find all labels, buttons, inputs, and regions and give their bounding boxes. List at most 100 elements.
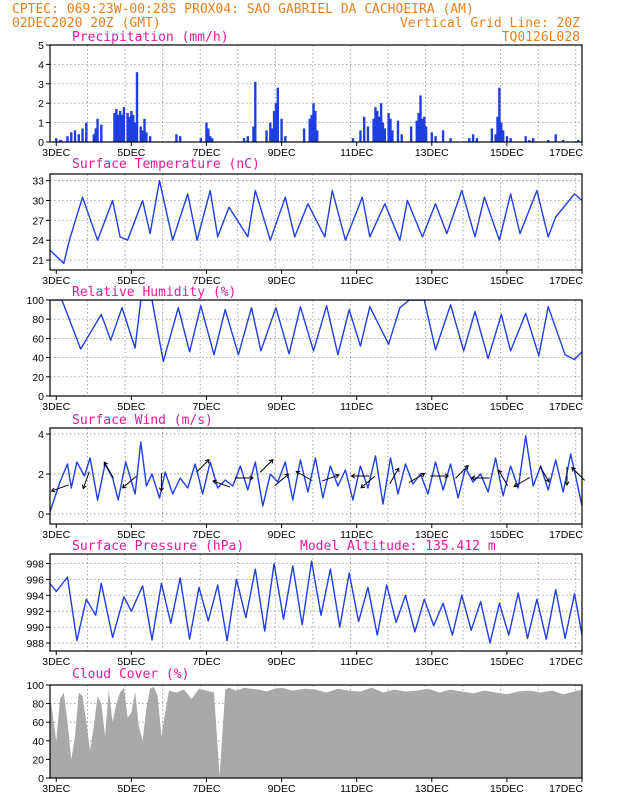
pressure-xtick-label: 5DEC: [117, 656, 145, 668]
humidity-xtick-label: 11DEC: [340, 401, 373, 413]
precipitation-bar: [205, 122, 208, 142]
wind-title: Surface Wind (m/s): [72, 413, 213, 428]
cloud-cover-ytick-label: 0: [38, 773, 44, 785]
precipitation-bar: [210, 138, 214, 142]
precipitation-bar: [178, 136, 182, 142]
precipitation-ytick-label: 3: [38, 79, 44, 91]
precipitation-bar: [132, 114, 135, 142]
precipitation-bar: [381, 122, 385, 142]
precipitation-bar: [284, 136, 287, 142]
precipitation-bar: [135, 72, 139, 142]
precipitation-bar: [139, 126, 142, 142]
precipitation-series: [55, 72, 580, 142]
temperature-xtick-label: 15DEC: [490, 275, 524, 287]
temperature-ytick-label: 21: [32, 255, 44, 267]
precipitation-bar: [209, 136, 212, 142]
precipitation-ytick-label: 2: [38, 98, 44, 110]
wind-arrow: [195, 458, 210, 473]
humidity-ytick-label: 100: [26, 295, 44, 307]
wind-line: [50, 435, 582, 513]
precipitation-bar: [449, 138, 452, 142]
precipitation-xtick-label: 9DEC: [268, 147, 296, 159]
precipitation-bar: [314, 110, 317, 142]
wind-arrow: [50, 484, 69, 493]
wind-arrow: [497, 469, 509, 487]
cloud-cover-panel: Cloud Cover (%) 3DEC 5DEC 7DEC 9DEC 11DEC 13DE…: [26, 667, 583, 795]
precipitation-bar: [92, 134, 96, 142]
precipitation-bar: [468, 138, 471, 142]
wind-ytick-label: 2: [38, 469, 44, 481]
precipitation-bar: [374, 107, 377, 142]
pressure-panel: Surface Pressure (hPa) Model Altitude: 13…: [26, 539, 583, 668]
precipitation-bar: [351, 138, 355, 142]
temperature-frame: [49, 173, 583, 271]
precipitation-bar: [280, 118, 283, 142]
header-grid-line: Vertical Grid Line: 20Z: [400, 16, 580, 31]
humidity-xtick-label: 9DEC: [268, 401, 296, 413]
precipitation-xtick-label: 5DEC: [117, 147, 145, 159]
humidity-ytick-label: 60: [32, 333, 44, 345]
precipitation-xtick-label: 13DEC: [415, 147, 449, 159]
precipitation-bar: [73, 130, 77, 142]
wind-arrow: [81, 471, 90, 490]
precipitation-bar: [126, 112, 129, 142]
wind-frame: [49, 427, 583, 525]
precipitation-xtick-label: 3DEC: [42, 147, 70, 159]
precipitation-bar: [415, 120, 418, 142]
precipitation-bar: [252, 126, 255, 142]
pressure-ytick-label: 996: [26, 574, 44, 586]
precipitation-bar: [490, 128, 494, 142]
precipitation-bar: [118, 110, 122, 142]
temperature-ytick-label: 30: [32, 195, 44, 207]
wind-arrow: [564, 467, 570, 486]
precipitation-bar: [270, 128, 274, 142]
wind-series: [50, 435, 582, 513]
humidity-xtick-label: 17DEC: [549, 401, 583, 413]
precipitation-bar: [302, 128, 306, 142]
precipitation-bar: [312, 103, 315, 142]
humidity-line: [50, 300, 582, 363]
pressure-xtick-label: 7DEC: [192, 656, 220, 668]
humidity-xtick-label: 3DEC: [42, 401, 70, 413]
cloud-cover-xtick-label: 3DEC: [42, 783, 70, 795]
precipitation-bar: [562, 140, 565, 142]
pressure-ytick-label: 992: [26, 606, 44, 618]
humidity-series: [50, 300, 582, 363]
wind-panel: Surface Wind (m/s) 3DEC 5DEC 7DEC 9DEC 11DEC 1…: [38, 413, 585, 541]
header-model: TQ0126L028: [502, 30, 580, 45]
pressure-ytick-label: 990: [26, 622, 44, 634]
precipitation-bar: [199, 138, 203, 142]
cloud-cover-xtick-label: 15DEC: [490, 783, 524, 795]
pressure-line: [50, 560, 582, 644]
precipitation-bar: [254, 81, 257, 142]
temperature-title: Surface Temperature (nC): [72, 157, 260, 172]
wind-arrow: [121, 475, 137, 489]
pressure-xtick-label: 3DEC: [42, 656, 70, 668]
wind-arrow: [539, 465, 550, 483]
wind-arrow: [350, 473, 370, 479]
wind-xtick-label: 15DEC: [490, 529, 524, 541]
wind-arrow: [321, 473, 340, 482]
cloud-cover-ytick-label: 60: [32, 717, 44, 729]
precipitation-bar: [379, 103, 383, 142]
precipitation-xtick-label: 15DEC: [490, 147, 524, 159]
cloud-cover-xtick-label: 17DEC: [549, 783, 583, 795]
wind-arrow: [259, 458, 274, 473]
wind-arrow: [274, 473, 290, 487]
precipitation-bar: [372, 118, 375, 142]
precipitation-bar: [391, 130, 394, 142]
precipitation-bar: [272, 110, 276, 142]
precipitation-bar: [362, 116, 366, 142]
wind-arrow: [389, 467, 400, 485]
precipitation-bar: [421, 118, 424, 142]
pressure-xtick-label: 9DEC: [268, 656, 296, 668]
precipitation-panel: Precipitation (mm/h) 3DEC 5DEC 7DEC 9DEC 11DE…: [38, 30, 583, 159]
cloud-cover-ytick-label: 20: [32, 754, 44, 766]
precipitation-bar: [500, 122, 503, 142]
precipitation-bar: [77, 134, 80, 142]
humidity-ytick-label: 80: [32, 314, 44, 326]
precipitation-bar: [70, 132, 73, 142]
cloud-cover-ytick-label: 40: [32, 736, 44, 748]
precipitation-bar: [94, 128, 97, 142]
